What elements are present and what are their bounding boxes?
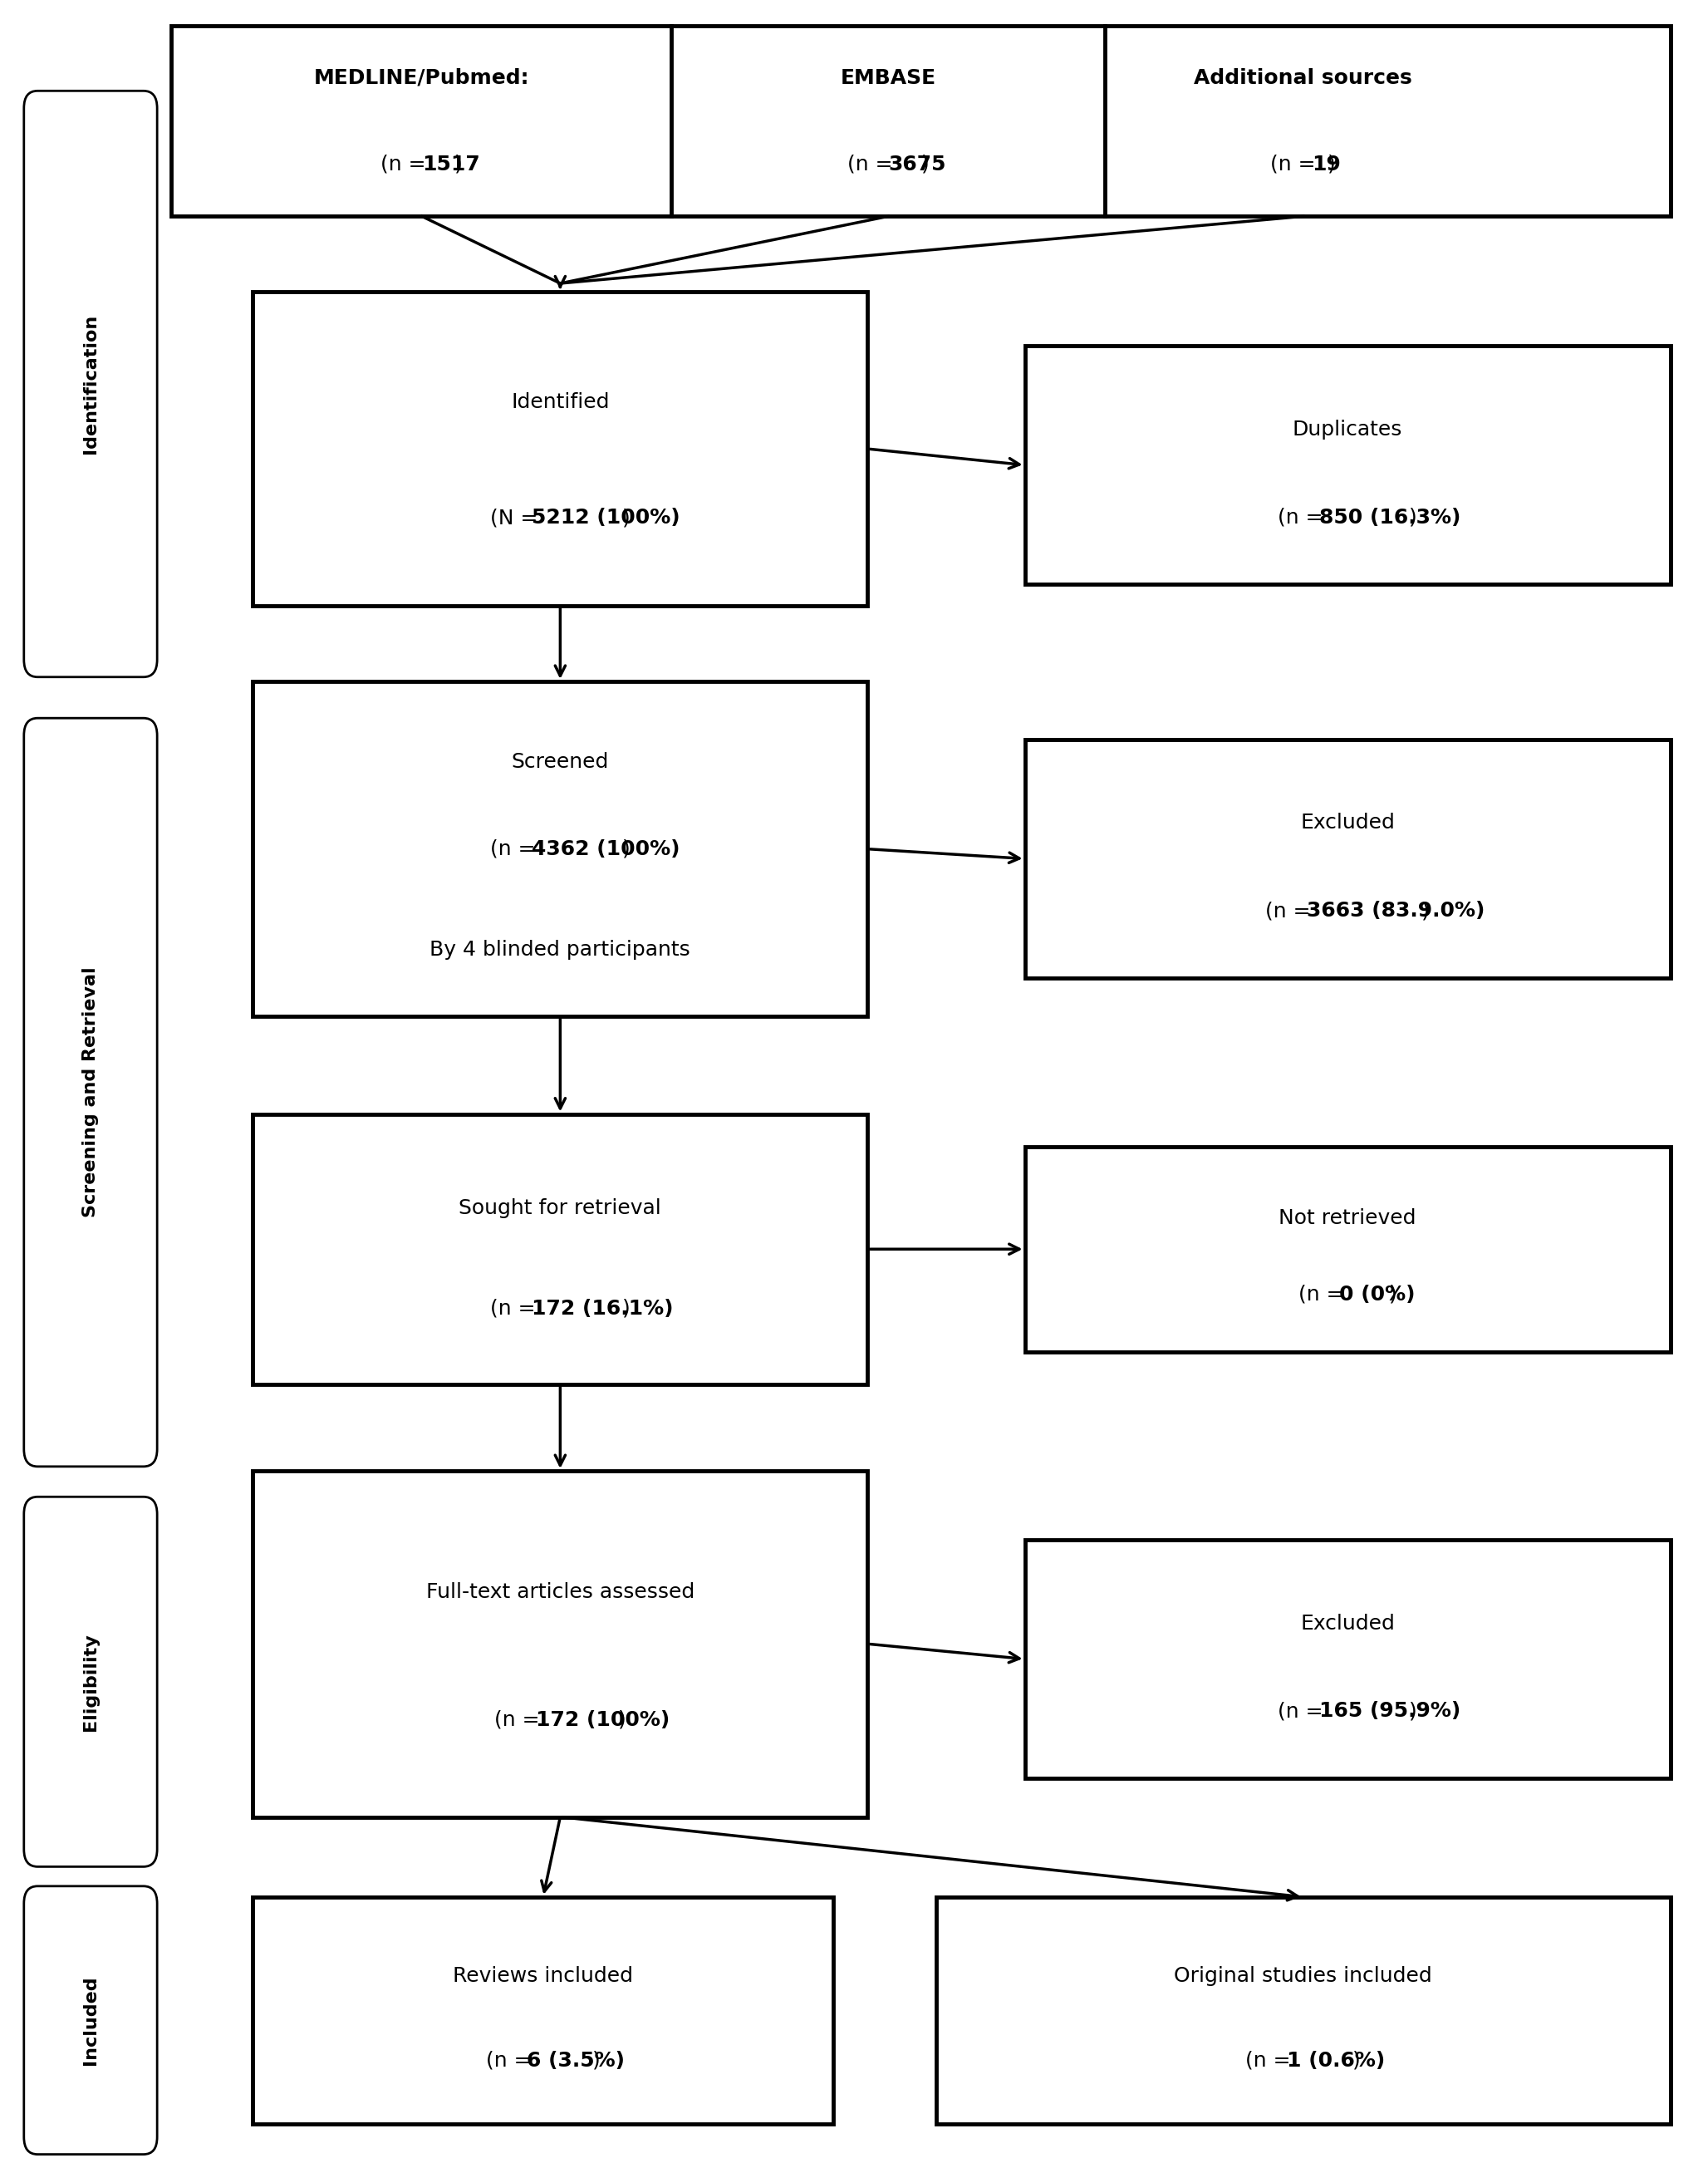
Text: Full-text articles assessed: Full-text articles assessed xyxy=(425,1581,695,1603)
Text: ): ) xyxy=(1353,2051,1361,2070)
Bar xyxy=(1025,740,1670,978)
Text: 1517: 1517 xyxy=(422,154,480,175)
Bar xyxy=(1025,1540,1670,1778)
Text: (n =: (n = xyxy=(1266,902,1317,921)
Text: ): ) xyxy=(1389,1285,1397,1304)
Text: (n =: (n = xyxy=(847,154,898,175)
Text: ): ) xyxy=(921,154,929,175)
Text: 1 (0.6%): 1 (0.6%) xyxy=(1286,2051,1385,2070)
Bar xyxy=(171,26,1670,216)
Bar xyxy=(1025,346,1670,584)
Text: Screened: Screened xyxy=(511,753,610,772)
Text: ): ) xyxy=(622,839,630,859)
Text: (n =: (n = xyxy=(490,839,541,859)
Text: Duplicates: Duplicates xyxy=(1293,420,1402,439)
Text: Identified: Identified xyxy=(511,392,610,411)
FancyBboxPatch shape xyxy=(24,1886,157,2154)
Text: MEDLINE/Pubmed:: MEDLINE/Pubmed: xyxy=(314,67,529,89)
Text: (n =: (n = xyxy=(1271,154,1322,175)
Text: By 4 blinded participants: By 4 blinded participants xyxy=(430,939,690,960)
Bar xyxy=(253,1897,834,2124)
Bar xyxy=(253,1114,868,1384)
Text: Excluded: Excluded xyxy=(1300,813,1395,833)
Text: 850 (16.3%): 850 (16.3%) xyxy=(1319,508,1460,528)
Text: (n =: (n = xyxy=(490,1298,541,1319)
Text: Included: Included xyxy=(82,1975,99,2066)
Text: 0 (0%): 0 (0%) xyxy=(1339,1285,1416,1304)
Text: ): ) xyxy=(622,508,630,528)
Text: ): ) xyxy=(454,154,463,175)
Text: Reviews included: Reviews included xyxy=(453,1966,634,1986)
FancyBboxPatch shape xyxy=(24,718,157,1467)
Text: (n =: (n = xyxy=(1298,1285,1351,1304)
Text: (n =: (n = xyxy=(1278,1702,1329,1722)
Text: ): ) xyxy=(618,1711,625,1730)
Text: Additional sources: Additional sources xyxy=(1194,67,1413,89)
Bar xyxy=(253,292,868,606)
Text: 172 (16.1%): 172 (16.1%) xyxy=(531,1298,673,1319)
Text: ): ) xyxy=(593,2051,601,2070)
Text: (n =: (n = xyxy=(1278,508,1329,528)
Text: Identification: Identification xyxy=(82,314,99,454)
Text: 5212 (100%): 5212 (100%) xyxy=(531,508,680,528)
Text: Screening and Retrieval: Screening and Retrieval xyxy=(82,967,99,1218)
Text: Eligibility: Eligibility xyxy=(82,1633,99,1730)
Bar xyxy=(253,1471,868,1817)
Bar xyxy=(936,1897,1670,2124)
Text: ): ) xyxy=(1421,902,1430,921)
Text: Sought for retrieval: Sought for retrieval xyxy=(459,1198,661,1218)
Text: 172 (100%): 172 (100%) xyxy=(536,1711,670,1730)
Text: 165 (95.9%): 165 (95.9%) xyxy=(1319,1702,1460,1722)
Bar xyxy=(1025,1146,1670,1352)
Text: ): ) xyxy=(1327,154,1336,175)
Text: Not retrieved: Not retrieved xyxy=(1279,1209,1416,1229)
Text: (n =: (n = xyxy=(485,2051,538,2070)
Text: 3663 (83.9.0%): 3663 (83.9.0%) xyxy=(1307,902,1484,921)
Text: ): ) xyxy=(1409,508,1418,528)
FancyBboxPatch shape xyxy=(24,91,157,677)
Text: ): ) xyxy=(622,1298,630,1319)
Text: ): ) xyxy=(1409,1702,1418,1722)
Text: Original studies included: Original studies included xyxy=(1173,1966,1433,1986)
FancyBboxPatch shape xyxy=(24,1497,157,1867)
Text: EMBASE: EMBASE xyxy=(840,67,936,89)
Text: (n =: (n = xyxy=(1245,2051,1298,2070)
Text: (N =: (N = xyxy=(490,508,545,528)
Text: (n =: (n = xyxy=(381,154,432,175)
Text: 3675: 3675 xyxy=(888,154,946,175)
Text: 19: 19 xyxy=(1312,154,1341,175)
Bar xyxy=(253,681,868,1017)
Text: (n =: (n = xyxy=(494,1711,547,1730)
Text: 4362 (100%): 4362 (100%) xyxy=(531,839,680,859)
Text: Excluded: Excluded xyxy=(1300,1614,1395,1633)
Text: 6 (3.5%): 6 (3.5%) xyxy=(526,2051,625,2070)
